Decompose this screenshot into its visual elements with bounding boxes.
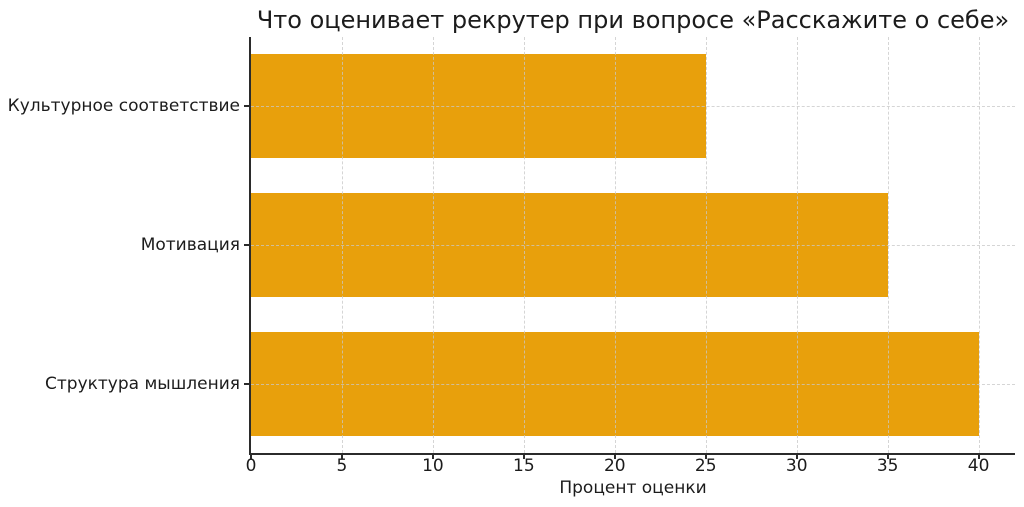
x-tick-label: 0 (245, 456, 257, 476)
x-tick-mark (613, 453, 616, 459)
y-tick-label: Культурное соответствие (7, 96, 240, 117)
x-tick-mark (522, 453, 525, 459)
x-tick-mark (340, 453, 343, 459)
x-tick-label: 5 (336, 456, 348, 476)
x-tick-label: 40 (967, 456, 990, 476)
x-tick-mark (431, 453, 434, 459)
x-axis-spine (249, 453, 1015, 455)
x-tick-mark (704, 453, 707, 459)
x-tick-label: 35 (876, 456, 899, 476)
x-tick-mark (977, 453, 980, 459)
y-tick-mark (244, 105, 250, 108)
y-tick-mark (244, 382, 250, 385)
x-tick-label: 20 (603, 456, 626, 476)
x-tick-label: 15 (513, 456, 535, 476)
y-axis-spine (249, 37, 251, 454)
bar (251, 54, 706, 158)
x-tick-label: 10 (422, 456, 444, 476)
y-tick-label: Структура мышления (45, 373, 240, 394)
x-tick-label: 25 (694, 456, 717, 476)
x-tick-mark (250, 453, 252, 459)
y-tick-label: Мотивация (140, 235, 240, 255)
y-tick-mark (244, 244, 250, 246)
x-tick-mark (886, 453, 889, 459)
x-tick-mark (795, 453, 798, 459)
plot-area (249, 37, 1015, 455)
chart-title: Что оценивает рекрутер при вопросе «Расс… (256, 6, 1010, 34)
x-tick-label: 30 (785, 456, 808, 476)
bars-layer (251, 37, 1015, 453)
bar (251, 332, 979, 436)
x-axis-label: Процент оценки (559, 478, 707, 498)
bar (251, 193, 888, 297)
